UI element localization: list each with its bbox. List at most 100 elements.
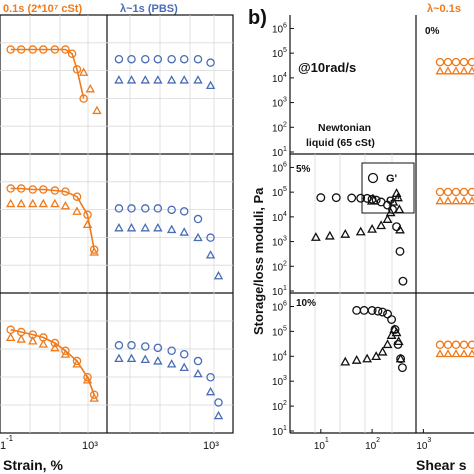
blue-g1-point bbox=[127, 204, 136, 213]
orange-g2-point bbox=[28, 336, 38, 345]
blue-g2-point bbox=[179, 227, 189, 236]
legend-box bbox=[361, 162, 415, 214]
ytick-exp: 2 bbox=[283, 400, 287, 407]
b-g1-point bbox=[359, 305, 369, 315]
b-g2-point bbox=[382, 214, 393, 223]
orange-g1-point bbox=[72, 65, 82, 74]
fit-line-orange bbox=[10, 187, 95, 250]
b-g2-point bbox=[391, 327, 402, 337]
blue-g2-point bbox=[193, 75, 203, 84]
ytick-label: 10 bbox=[272, 123, 284, 134]
left-grid-border bbox=[0, 14, 234, 434]
blue-g1-point bbox=[141, 342, 150, 351]
right-g1-point bbox=[443, 187, 453, 197]
blue-g2-point bbox=[126, 353, 137, 363]
blue-g2-point bbox=[193, 368, 203, 378]
orange-g1-point bbox=[50, 186, 60, 195]
right-g2-point bbox=[467, 66, 474, 75]
ytick-exp: 4 bbox=[283, 72, 287, 79]
b-g1-point bbox=[362, 193, 372, 203]
xtick-left-col2: 10³ bbox=[203, 440, 219, 452]
b-g2-point bbox=[394, 204, 405, 214]
b-g2-point bbox=[362, 353, 373, 363]
b-g2-point bbox=[371, 351, 382, 360]
blue-g2-point bbox=[140, 75, 150, 84]
panel-b-frames bbox=[289, 15, 474, 434]
right-g2-point bbox=[443, 349, 453, 358]
xtick-exp: 1 bbox=[325, 437, 329, 444]
b-g2-point bbox=[340, 228, 351, 238]
ytick-label: 10 bbox=[272, 352, 284, 363]
orange-g1-point bbox=[50, 45, 60, 54]
blue-g1-point bbox=[167, 346, 176, 356]
orange-g1-point bbox=[89, 245, 99, 254]
left-xlabel: Strain, % bbox=[3, 457, 63, 473]
ytick-exp: 5 bbox=[283, 186, 287, 193]
right-g2-point bbox=[459, 66, 469, 75]
orange-g2-point bbox=[28, 198, 38, 208]
b-g2-point bbox=[376, 220, 387, 230]
blue-g2-point bbox=[166, 75, 177, 84]
xtick-label: 10 bbox=[365, 441, 377, 452]
orange-g1-point bbox=[28, 45, 38, 54]
right-g2-point bbox=[443, 196, 453, 205]
orange-g1-point bbox=[89, 390, 99, 400]
xtick-exp: 3 bbox=[427, 437, 431, 444]
right-g1-point bbox=[451, 57, 461, 67]
b-g2-point bbox=[395, 224, 405, 234]
orange-g2-point bbox=[16, 334, 26, 343]
right-g2-point bbox=[435, 196, 445, 205]
ytick-label: 10 bbox=[272, 262, 284, 273]
right-g1-point bbox=[467, 187, 474, 197]
blue-g2-point bbox=[213, 270, 224, 280]
b-g2-point bbox=[367, 223, 377, 233]
b-g2-point bbox=[355, 226, 366, 236]
blue-g2-point bbox=[153, 75, 163, 84]
ytick-exp: 1 bbox=[283, 425, 287, 432]
blue-g1-point bbox=[193, 54, 203, 64]
b-right-col-title: λ~0.1s bbox=[427, 3, 461, 15]
orange-g2-point bbox=[78, 67, 89, 76]
ytick-label: 10 bbox=[272, 49, 284, 60]
blue-g1-point bbox=[214, 398, 223, 407]
ytick-label: 10 bbox=[272, 74, 284, 85]
ytick-exp: 6 bbox=[283, 161, 287, 168]
legend: G' G" bbox=[361, 162, 415, 214]
ytick-label: 10 bbox=[272, 377, 284, 388]
b-g1-point bbox=[395, 246, 405, 256]
blue-g1-point bbox=[179, 349, 189, 359]
ytick-exp: 5 bbox=[283, 47, 287, 54]
right-g2-point bbox=[451, 196, 461, 205]
orange-g1-point bbox=[79, 94, 88, 103]
orange-g2-point bbox=[72, 206, 82, 215]
orange-g1-point bbox=[39, 185, 48, 194]
right-g2-point bbox=[459, 349, 469, 358]
blue-g1-point bbox=[114, 204, 124, 213]
right-g1-point bbox=[443, 340, 453, 350]
blue-g1-point bbox=[193, 356, 203, 366]
orange-g2-point bbox=[50, 342, 60, 352]
b-g1-point bbox=[397, 363, 407, 373]
b-subplot-title-2: liquid (65 cSt) bbox=[306, 137, 375, 149]
xtick-label: 10 bbox=[314, 441, 326, 452]
blue-g1-point bbox=[153, 54, 163, 64]
orange-g2-point bbox=[92, 105, 102, 115]
b-g2-point bbox=[377, 346, 388, 356]
panel-b-annotation: @10rad/s bbox=[298, 60, 356, 75]
orange-g2-point bbox=[5, 198, 16, 208]
orange-g2-point bbox=[16, 198, 26, 208]
right-g1-point bbox=[467, 57, 474, 67]
right-g1-point bbox=[459, 340, 469, 350]
left-grid-frames bbox=[0, 14, 234, 434]
blue-g1-point bbox=[153, 343, 163, 353]
ytick-label: 10 bbox=[272, 188, 284, 199]
blue-g1-point bbox=[179, 54, 189, 64]
b-subplot-pct-0: 0% bbox=[425, 26, 440, 37]
panel-label-b: b) bbox=[248, 7, 267, 29]
xtick-exp: 2 bbox=[376, 437, 380, 444]
right-g2-point bbox=[467, 196, 474, 205]
ytick-label: 10 bbox=[272, 163, 284, 174]
col-title-blue: λ~1s (PBS) bbox=[120, 3, 178, 15]
